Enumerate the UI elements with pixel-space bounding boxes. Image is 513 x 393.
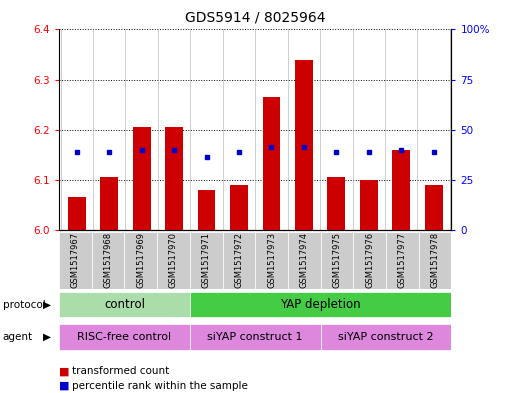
Text: agent: agent — [3, 332, 33, 342]
Text: RISC-free control: RISC-free control — [77, 332, 171, 342]
Text: siYAP construct 1: siYAP construct 1 — [207, 332, 303, 342]
Bar — [263, 97, 280, 230]
Text: GDS5914 / 8025964: GDS5914 / 8025964 — [185, 11, 325, 25]
Text: GSM1517971: GSM1517971 — [202, 232, 211, 288]
Text: control: control — [104, 298, 145, 311]
Bar — [392, 150, 410, 230]
Text: GSM1517969: GSM1517969 — [136, 232, 145, 288]
Bar — [255, 232, 288, 289]
Text: GSM1517972: GSM1517972 — [234, 232, 243, 288]
Bar — [223, 232, 255, 289]
Bar — [59, 292, 190, 317]
Bar — [124, 232, 157, 289]
Text: GSM1517974: GSM1517974 — [300, 232, 309, 288]
Bar — [92, 232, 124, 289]
Text: GSM1517977: GSM1517977 — [398, 232, 407, 288]
Bar — [353, 232, 386, 289]
Text: transformed count: transformed count — [72, 366, 169, 376]
Bar — [230, 185, 248, 230]
Bar — [59, 232, 92, 289]
Bar — [327, 177, 345, 230]
Bar — [288, 232, 321, 289]
Bar — [133, 127, 151, 230]
Text: ▶: ▶ — [43, 332, 51, 342]
Bar — [68, 197, 86, 230]
Text: YAP depletion: YAP depletion — [280, 298, 361, 311]
Text: ▶: ▶ — [43, 299, 51, 310]
Text: ■: ■ — [59, 366, 69, 376]
Bar — [321, 324, 451, 350]
Bar — [198, 190, 215, 230]
Bar — [321, 232, 353, 289]
Text: ■: ■ — [59, 381, 69, 391]
Text: GSM1517970: GSM1517970 — [169, 232, 178, 288]
Text: GSM1517975: GSM1517975 — [332, 232, 342, 288]
Bar — [101, 177, 118, 230]
Bar — [295, 59, 313, 230]
Text: percentile rank within the sample: percentile rank within the sample — [72, 381, 248, 391]
Bar — [386, 232, 419, 289]
Text: protocol: protocol — [3, 299, 45, 310]
Bar — [425, 185, 443, 230]
Text: GSM1517976: GSM1517976 — [365, 232, 374, 288]
Text: siYAP construct 2: siYAP construct 2 — [338, 332, 434, 342]
Bar — [419, 232, 451, 289]
Bar — [190, 232, 223, 289]
Bar — [165, 127, 183, 230]
Text: GSM1517973: GSM1517973 — [267, 232, 276, 288]
Bar — [157, 232, 190, 289]
Bar — [190, 324, 321, 350]
Bar — [360, 180, 378, 230]
Text: GSM1517967: GSM1517967 — [71, 232, 80, 288]
Bar — [59, 324, 190, 350]
Text: GSM1517978: GSM1517978 — [430, 232, 440, 288]
Text: GSM1517968: GSM1517968 — [104, 232, 112, 288]
Bar — [190, 292, 451, 317]
